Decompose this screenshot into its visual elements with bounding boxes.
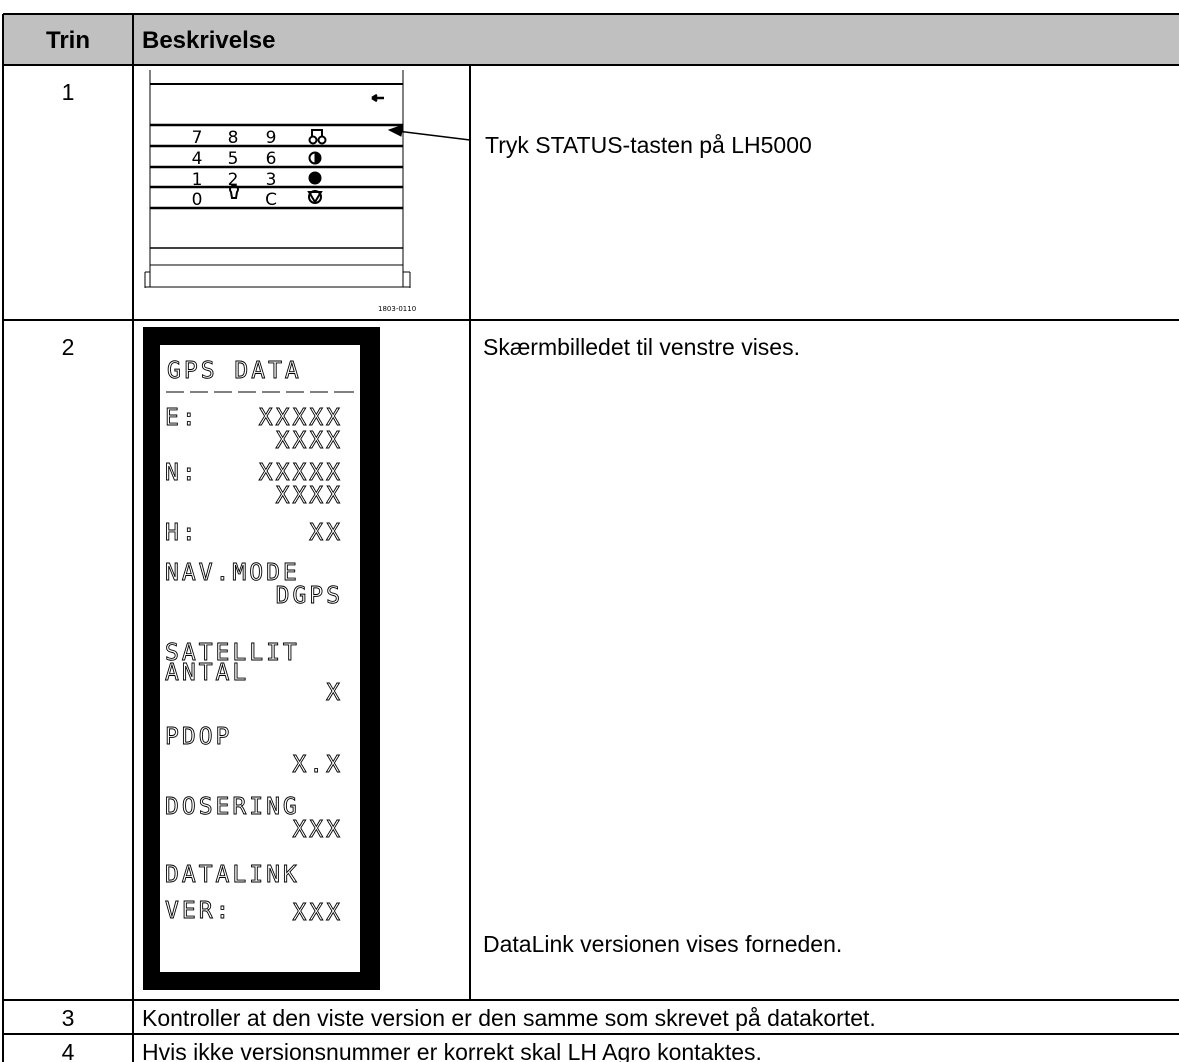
display-line: DGPS	[276, 583, 343, 609]
key-label: 6	[266, 149, 277, 169]
key-label: 2	[228, 170, 239, 190]
description: Tryk STATUS-tasten på LH5000	[485, 132, 812, 158]
keypad-keys: 7 8 9 4 5 6 1 2 3 0 C	[192, 128, 277, 210]
display-line: VER:	[165, 898, 232, 924]
key-label: 5	[228, 149, 239, 169]
key-label: 8	[228, 128, 239, 148]
key-label: 3	[266, 170, 277, 190]
key-label: 4	[192, 149, 203, 169]
step: 4	[62, 1039, 75, 1062]
display-line: H:	[165, 520, 199, 546]
step: 3	[62, 1005, 75, 1031]
display-line: DATALINK	[165, 862, 300, 888]
key-label: 7	[192, 128, 203, 148]
key-label: 9	[266, 128, 277, 148]
key-label: C	[265, 190, 277, 210]
display-line: XXXX	[276, 428, 343, 454]
display-line: XXXX	[276, 483, 343, 509]
figure-code: 1803-0110	[378, 305, 416, 313]
display-line: DOSERING	[165, 794, 300, 820]
display-line: XXXXX	[259, 460, 343, 486]
step: 2	[62, 334, 75, 360]
header-cell: Beskrivelse	[142, 27, 275, 54]
key-label: 0	[192, 190, 203, 210]
display-line: N:	[165, 460, 199, 486]
keypad-illustration	[144, 70, 471, 288]
display-line: X.X	[292, 752, 343, 778]
step: 1	[62, 79, 75, 105]
display-line: NAV.MODE	[165, 560, 300, 586]
display-line: E:	[165, 405, 199, 431]
display-line: XX	[309, 520, 343, 546]
description: Kontroller at den viste version er den s…	[142, 1005, 876, 1031]
display-screen	[160, 345, 360, 972]
table-borders	[2, 13, 1179, 1062]
key-label: 1	[192, 170, 203, 190]
display-line: PDOP	[165, 724, 232, 750]
display-line: SATELLIT	[165, 640, 300, 666]
header-bg	[3, 14, 1179, 65]
description-note: DataLink versionen vises forneden.	[483, 931, 842, 957]
description: Hvis ikke versionsnummer er korrekt skal…	[142, 1039, 762, 1062]
header-cell: Trin	[46, 27, 90, 54]
display-line: ANTAL	[165, 660, 249, 686]
display-title: GPS DATA	[167, 358, 302, 384]
display-line: X	[326, 680, 343, 706]
display-line: XXXXX	[259, 405, 343, 431]
description: Skærmbilledet til venstre vises.	[483, 334, 800, 360]
display-line: XXX	[292, 817, 343, 843]
display-line: XXX	[292, 900, 343, 926]
